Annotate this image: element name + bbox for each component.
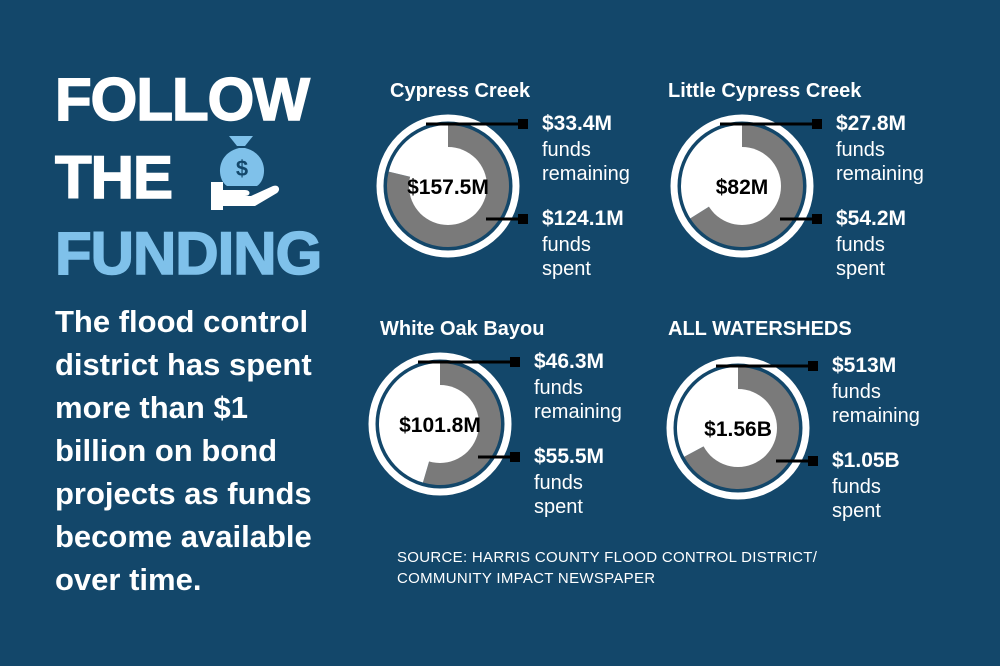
chart-title: Little Cypress Creek [668, 80, 862, 102]
summary-line: billion on bond [55, 433, 278, 468]
chart-title: Cypress Creek [390, 80, 531, 102]
value-label: $124.1M [542, 207, 624, 230]
value-label: $54.2M [836, 207, 907, 230]
category-label: funds remaining [832, 381, 920, 427]
category-label: funds spent [534, 472, 583, 518]
summary-line: The flood control [55, 304, 309, 339]
source: SOURCE: HARRIS COUNTY FLOOD CONTROL DIST… [397, 547, 817, 589]
donut-outer-ring [376, 114, 520, 258]
category-label: funds spent [836, 234, 885, 280]
value-label: $33.4M [542, 112, 613, 135]
category-label: funds spent [542, 234, 591, 280]
money-icon: $ [211, 136, 280, 210]
summary-line: district has spent [55, 347, 312, 382]
donut-segment [387, 125, 509, 247]
category-label: funds remaining [836, 139, 924, 185]
summary-line: become available [55, 519, 312, 554]
value-label: $46.3M [534, 350, 605, 373]
svg-text:$: $ [236, 156, 248, 181]
donut-outer-ring [670, 114, 814, 258]
donut-outer-ring [666, 356, 810, 500]
category-label: funds remaining [542, 139, 630, 185]
donut-outer-ring [368, 352, 512, 496]
summary-line: over time. [55, 562, 202, 597]
donut-segment [388, 125, 448, 178]
center-label: $101.8M [399, 414, 481, 437]
summary-line: more than $1 [55, 390, 248, 425]
leader-marker [812, 119, 822, 129]
donut-center [699, 389, 777, 467]
leader-marker [812, 214, 822, 224]
leader-marker [518, 214, 528, 224]
value-label: $513M [832, 354, 897, 377]
chart-title: ALL WATERSHEDS [668, 318, 852, 340]
value-label: $1.05B [832, 449, 900, 472]
leader-marker [510, 357, 520, 367]
donut-segment [684, 367, 799, 489]
leader-marker [518, 119, 528, 129]
source-line: SOURCE: HARRIS COUNTY FLOOD CONTROL DIST… [397, 549, 818, 566]
source-line: COMMUNITY IMPACT NEWSPAPER [397, 570, 656, 587]
donut-center [703, 147, 781, 225]
leader-marker [510, 452, 520, 462]
headline: FOLLOW [54, 66, 310, 133]
donut-segment [379, 363, 440, 483]
value-label: $55.5M [534, 445, 605, 468]
headline: THE [54, 144, 174, 211]
category-label: funds spent [832, 476, 881, 522]
donut-segment [422, 363, 502, 485]
summary: The flood control district has spent more … [55, 300, 312, 601]
summary-line: projects as funds [55, 476, 312, 511]
donut-center [401, 385, 479, 463]
value-label: $27.8M [836, 112, 907, 135]
leader-marker [808, 456, 818, 466]
headline: FUNDING [54, 220, 323, 287]
leader-marker [808, 361, 818, 371]
center-label: $1.56B [704, 418, 772, 441]
chart-title: White Oak Bayou [380, 318, 545, 340]
donut-center [409, 147, 487, 225]
donut-segment [677, 367, 738, 457]
category-label: funds remaining [534, 377, 622, 423]
center-label: $157.5M [407, 176, 489, 199]
center-label: $82M [716, 176, 769, 199]
donut-segment [681, 125, 742, 219]
